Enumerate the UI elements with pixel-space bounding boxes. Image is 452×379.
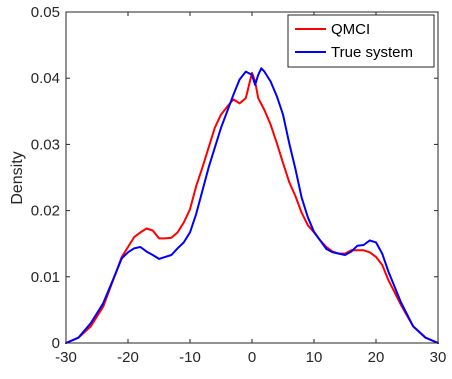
- legend-label: True system: [331, 44, 413, 61]
- series-lines: [65, 67, 439, 344]
- legend: QMCI True system: [287, 14, 435, 68]
- x-tick-label: 20: [368, 349, 385, 366]
- y-axis-label: Density: [9, 151, 26, 204]
- x-axis-ticks: -30 -20 -10 0 10 20 30: [55, 12, 446, 366]
- x-tick-label: 30: [430, 349, 447, 366]
- y-tick-label: 0.04: [31, 70, 60, 87]
- legend-box: [287, 14, 435, 68]
- x-tick-label: -10: [179, 349, 201, 366]
- y-tick-label: 0.05: [31, 4, 60, 21]
- y-axis-ticks: 0 0.01 0.02 0.03 0.04 0.05: [31, 4, 438, 352]
- x-tick-label: -30: [55, 349, 77, 366]
- y-tick-label: 0.01: [31, 269, 60, 286]
- x-tick-label: -20: [117, 349, 139, 366]
- x-tick-label: 0: [248, 349, 256, 366]
- y-tick-label: 0.03: [31, 136, 60, 153]
- series-line-true-system: [65, 67, 439, 344]
- x-tick-label: 10: [306, 349, 323, 366]
- y-tick-label: 0.02: [31, 203, 60, 220]
- legend-label: QMCI: [331, 21, 370, 38]
- y-tick-label: 0: [52, 335, 60, 352]
